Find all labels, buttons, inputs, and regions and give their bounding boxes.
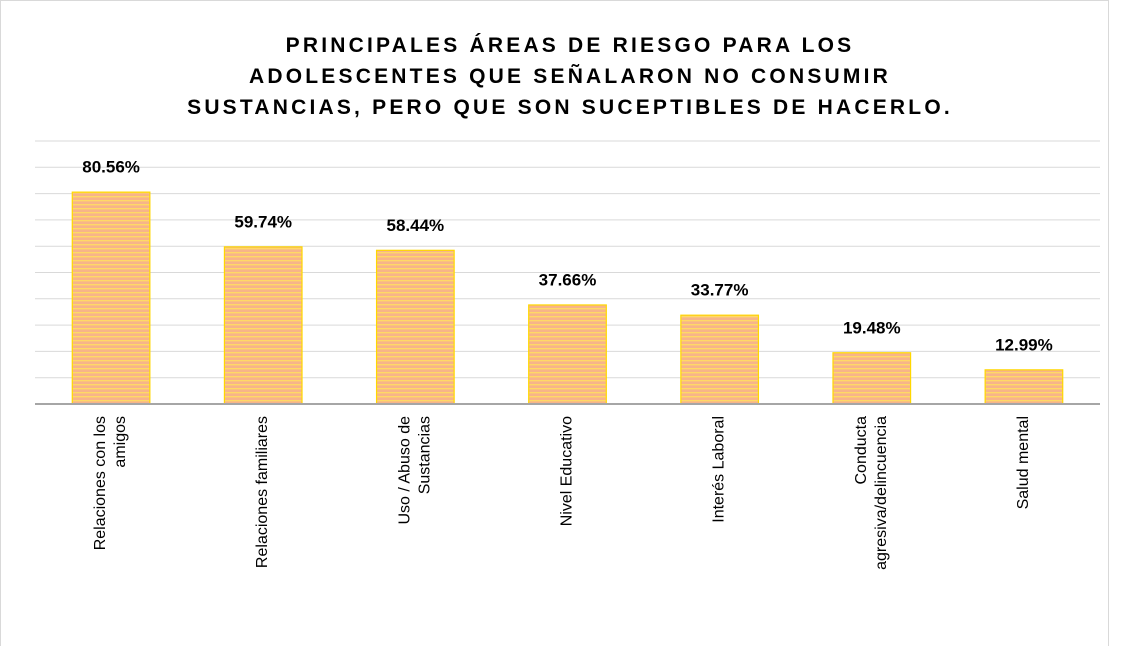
x-tick-label: Relaciones familiares — [254, 416, 271, 568]
data-label: 80.56% — [82, 158, 140, 177]
bar — [984, 369, 1064, 405]
data-label: 59.74% — [234, 212, 292, 231]
x-tick-label: Relaciones con los amigos — [92, 416, 129, 550]
bar — [223, 246, 303, 405]
data-label: 58.44% — [387, 216, 445, 235]
bar — [528, 304, 607, 405]
data-label: 33.77% — [691, 281, 749, 300]
bar — [375, 249, 455, 405]
x-tick-label: Interés Laboral — [711, 416, 728, 523]
data-label: 37.66% — [539, 270, 597, 289]
data-label: 19.48% — [843, 318, 901, 337]
bar — [680, 314, 760, 405]
x-tick-label: Uso / Abuso de Sustancias — [397, 416, 434, 525]
bar — [832, 352, 912, 405]
x-tick-label: Nivel Educativo — [559, 416, 576, 526]
x-tick-label: Salud mental — [1015, 416, 1032, 509]
data-label: 12.99% — [995, 335, 1053, 354]
bar — [71, 191, 151, 405]
chart-title: PRINCIPALES ÁREAS DE RIESGO PARA LOS ADOL… — [187, 34, 953, 119]
x-tick-label: Conducta agresiva/delincuencia — [853, 416, 890, 570]
